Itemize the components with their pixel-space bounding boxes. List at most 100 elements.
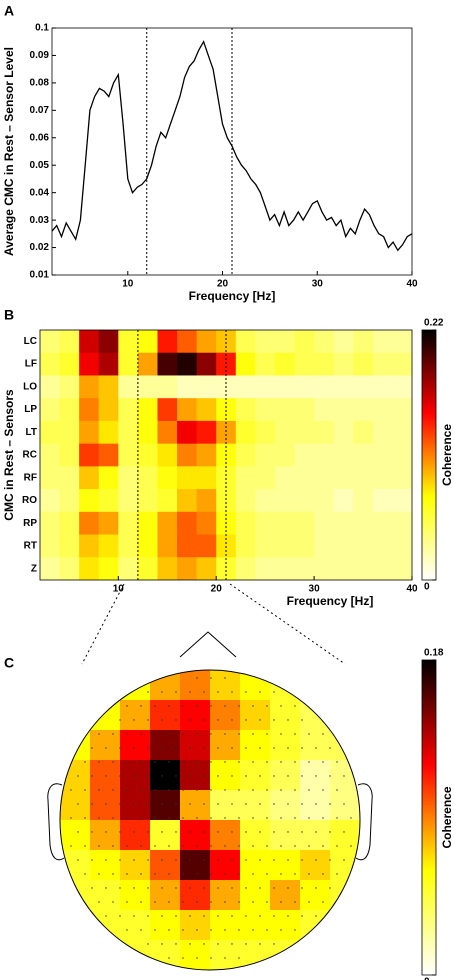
heatmap-cell (40, 352, 60, 376)
sensor-dot (217, 915, 219, 917)
sensor-dot (238, 873, 240, 875)
sensor-dot (133, 915, 135, 917)
topo-cell (60, 880, 91, 911)
colorbar-label: Coherence (440, 424, 454, 486)
connector (81, 583, 125, 665)
sensor-dot (294, 733, 296, 735)
sensor-dot (301, 747, 303, 749)
sensor-dot (175, 803, 177, 805)
sensor-dot (203, 887, 205, 889)
y-tick-label: RT (24, 541, 37, 552)
sensor-dot (98, 845, 100, 847)
sensor-dot (224, 705, 226, 707)
sensor-dot (182, 817, 184, 819)
heatmap-cell (314, 375, 335, 399)
sensor-dot (84, 873, 86, 875)
topo-cell (300, 880, 331, 911)
sensor-dot (217, 691, 219, 693)
sensor-dot (105, 803, 107, 805)
sensor-dot (259, 831, 261, 833)
sensor-dot (119, 775, 121, 777)
colorbar-tick-label: 0.18 (424, 648, 444, 659)
sensor-dot (252, 789, 254, 791)
sensor-dot (119, 859, 121, 861)
heatmap-cell (79, 398, 100, 422)
sensor-dot (224, 789, 226, 791)
heatmap-cell (59, 352, 80, 376)
sensor-dot (301, 887, 303, 889)
sensor-dot (308, 873, 310, 875)
sensor-dot (175, 887, 177, 889)
heatmap-cell (137, 443, 158, 467)
y-tick-label: 0.04 (30, 187, 50, 198)
topo-cell (240, 910, 271, 941)
y-tick-label: 0.06 (30, 132, 50, 143)
heatmap-cell (353, 534, 374, 558)
sensor-dot (168, 929, 170, 931)
sensor-dot (77, 831, 79, 833)
sensor-dot (161, 803, 163, 805)
sensor-dot (343, 831, 345, 833)
left-ear (47, 783, 65, 861)
sensor-dot (245, 859, 247, 861)
heatmap-cell (235, 511, 256, 535)
topo-cell (180, 850, 211, 881)
sensor-dot (112, 901, 114, 903)
sensor-dot (252, 929, 254, 931)
sensor-dot (238, 929, 240, 931)
heatmap-cell (392, 511, 412, 535)
sensor-dot (287, 859, 289, 861)
heatmap-cell (353, 466, 374, 490)
heatmap-cell (372, 420, 393, 445)
topo-cell (240, 850, 271, 881)
sensor-dot (147, 691, 149, 693)
sensor-dot (182, 705, 184, 707)
sensor-dot (259, 775, 261, 777)
sensor-dot (203, 915, 205, 917)
sensor-dot (280, 733, 282, 735)
sensor-dot (273, 803, 275, 805)
sensor-dot (287, 775, 289, 777)
sensor-dot (70, 845, 72, 847)
sensor-dot (308, 761, 310, 763)
heatmap-cell (333, 443, 354, 467)
sensor-dot (210, 733, 212, 735)
sensor-dot (84, 817, 86, 819)
topo-cell (150, 850, 181, 881)
sensor-dot (168, 901, 170, 903)
heatmap-cell (157, 534, 178, 558)
topo-cell (150, 730, 181, 761)
sensor-dot (252, 733, 254, 735)
sensor-dot (217, 943, 219, 945)
heatmap-cell (157, 557, 178, 580)
sensor-dot (154, 901, 156, 903)
topo-cell (210, 940, 241, 970)
heatmap-cell (255, 352, 276, 376)
sensor-dot (182, 761, 184, 763)
heatmap-cell (40, 557, 60, 580)
y-tick-label: 0.02 (30, 242, 50, 253)
sensor-dot (140, 929, 142, 931)
topo-cell (330, 820, 360, 851)
sensor-dot (308, 733, 310, 735)
sensor-dot (168, 789, 170, 791)
heatmap-cell (196, 489, 217, 513)
topo-cell (90, 880, 121, 911)
topo-cell (90, 790, 121, 821)
heatmap-cell (392, 534, 412, 558)
sensor-dot (112, 789, 114, 791)
sensor-dot (105, 887, 107, 889)
sensor-dot (266, 789, 268, 791)
heatmap-cell (196, 375, 217, 399)
heatmap-cell (157, 466, 178, 490)
sensor-dot (329, 859, 331, 861)
sensor-dot (315, 887, 317, 889)
sensor-dot (168, 957, 170, 959)
colorbar-tick-label: 0.22 (424, 318, 444, 329)
heatmap-cell (392, 330, 412, 354)
heatmap-cell (235, 534, 256, 558)
sensor-dot (168, 733, 170, 735)
heatmap-cell (294, 375, 315, 399)
sensor-dot (245, 803, 247, 805)
